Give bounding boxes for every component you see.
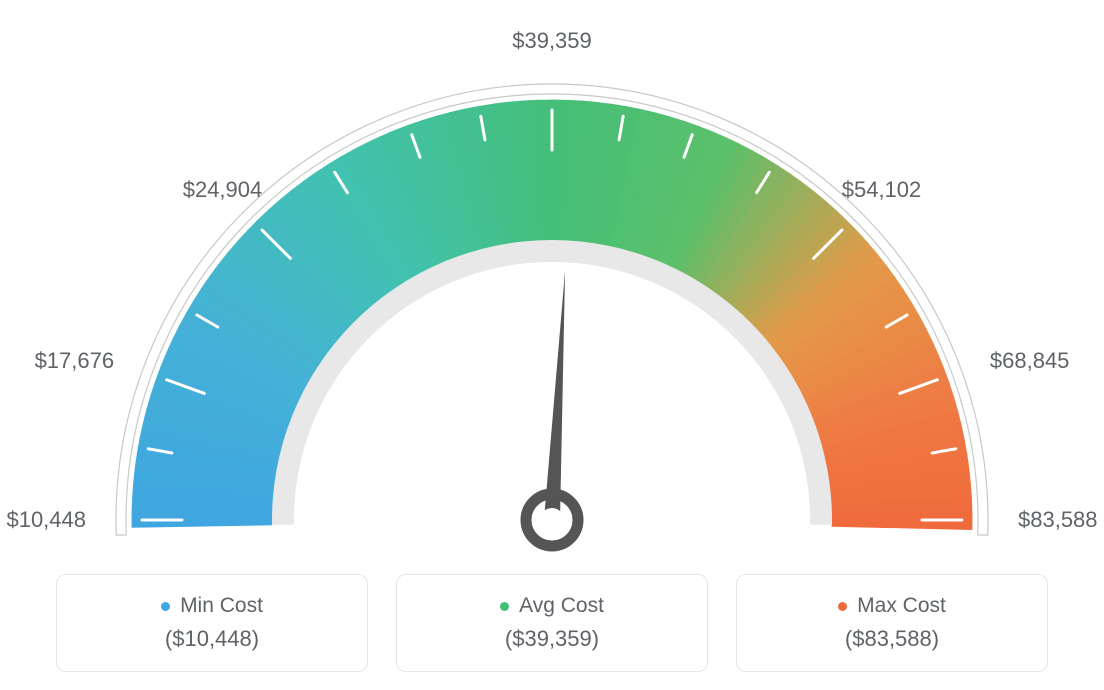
gauge-area: $10,448 $17,676 $24,904 $39,359 $54,102 $68,8… bbox=[0, 0, 1104, 560]
dot-icon bbox=[838, 602, 847, 611]
tick-label: $10,448 bbox=[6, 507, 86, 533]
legend-avg-value: ($39,359) bbox=[505, 626, 599, 652]
dot-icon bbox=[500, 602, 509, 611]
legend-avg-header: Avg Cost bbox=[500, 594, 604, 618]
legend-min-label: Min Cost bbox=[180, 594, 263, 618]
legend-card-avg: Avg Cost ($39,359) bbox=[396, 574, 708, 672]
tick-label: $24,904 bbox=[183, 177, 263, 203]
legend-card-max: Max Cost ($83,588) bbox=[736, 574, 1048, 672]
tick-label: $68,845 bbox=[990, 348, 1070, 374]
legend-card-min: Min Cost ($10,448) bbox=[56, 574, 368, 672]
legend-max-header: Max Cost bbox=[838, 594, 946, 618]
legend-min-header: Min Cost bbox=[161, 594, 263, 618]
tick-label: $54,102 bbox=[842, 177, 922, 203]
legend-min-value: ($10,448) bbox=[165, 626, 259, 652]
legend-row: Min Cost ($10,448) Avg Cost ($39,359) Ma… bbox=[0, 574, 1104, 672]
gauge-svg bbox=[102, 20, 1002, 560]
legend-avg-label: Avg Cost bbox=[519, 594, 604, 618]
legend-max-label: Max Cost bbox=[857, 594, 946, 618]
dot-icon bbox=[161, 602, 170, 611]
tick-label: $39,359 bbox=[512, 28, 592, 54]
tick-label: $17,676 bbox=[35, 348, 115, 374]
legend-max-value: ($83,588) bbox=[845, 626, 939, 652]
chart-container: $10,448 $17,676 $24,904 $39,359 $54,102 $68,8… bbox=[0, 0, 1104, 690]
tick-label: $83,588 bbox=[1018, 507, 1098, 533]
